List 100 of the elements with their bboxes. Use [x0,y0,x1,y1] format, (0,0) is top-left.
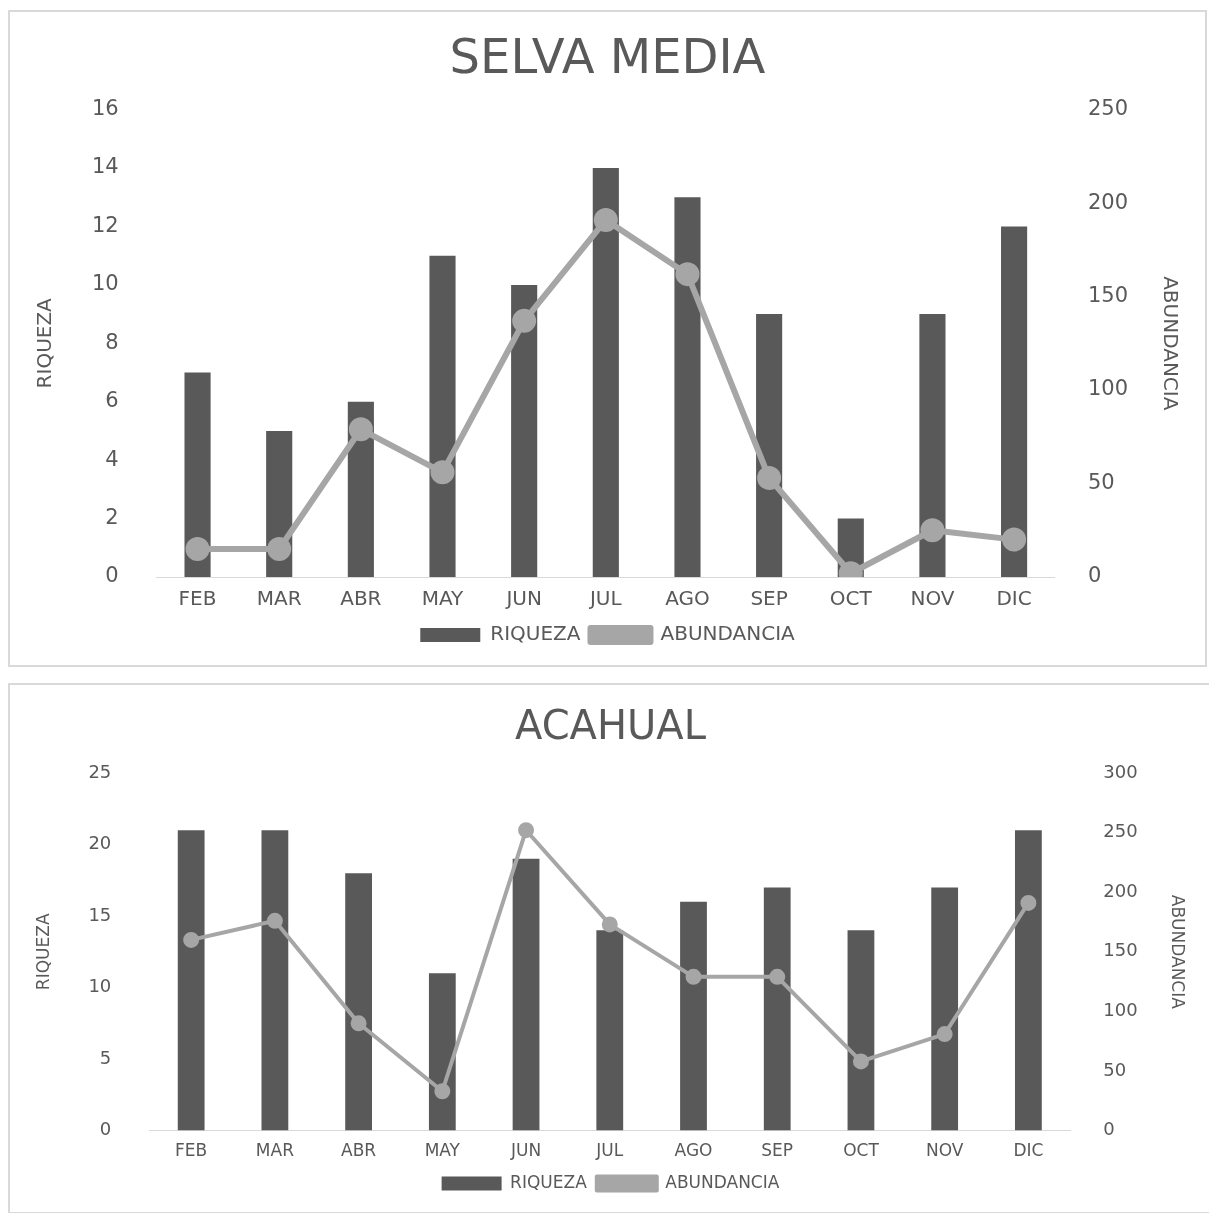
y-tick-label: 5 [99,1046,112,1068]
point [675,262,700,287]
x-tick-label: SEP [761,1140,794,1161]
point [936,1026,953,1043]
bar [428,973,456,1131]
point [266,912,283,929]
point [434,1083,451,1100]
bar [592,168,619,577]
x-tick-label: JUN [504,586,542,611]
y-axis-title: RIQUEZA [32,913,53,991]
point [769,968,786,985]
y-tick-label: 20 [88,832,112,854]
bar [177,830,205,1131]
point [512,308,537,333]
legend-label: ABUNDANCIA [665,1171,780,1192]
point [601,916,618,933]
bar [680,901,707,1131]
x-tick-label: FEB [175,1140,208,1161]
y-tick-label: 10 [91,271,119,296]
y-tick-label: 0 [99,1118,112,1140]
y-tick-label: 6 [105,388,119,413]
y2-tick-label: 150 [1087,283,1129,308]
y2-tick-label: 0 [1103,1118,1115,1140]
point [685,968,702,985]
y2-axis-title: ABUNDANCIA [1158,276,1183,411]
x-tick-label: AGO [665,586,710,611]
x-tick-label: AGO [674,1140,713,1161]
y2-tick-label: 200 [1103,879,1138,901]
y-tick-label: 8 [105,329,119,354]
point [920,518,945,543]
y-tick-label: 12 [91,212,119,237]
y2-tick-label: 100 [1103,999,1138,1021]
y2-tick-label: 150 [1103,939,1138,961]
point [1002,527,1027,552]
x-tick-label: FEB [178,586,217,611]
chart-title: ACAHUAL [515,702,707,749]
y2-axis-title: ABUNDANCIA [1168,894,1189,1010]
y-tick-label: 4 [105,446,119,471]
y-tick-label: 15 [88,903,112,925]
point [518,822,535,839]
point [757,465,782,490]
bar [674,197,701,577]
y2-tick-label: 100 [1087,376,1129,401]
bar [931,887,959,1131]
legend-label: ABUNDANCIA [660,621,796,646]
bar [261,830,289,1131]
y2-tick-label: 250 [1103,820,1138,842]
bar [596,930,624,1131]
bar [184,372,211,577]
y2-tick-label: 250 [1087,96,1129,121]
x-tick-label: MAY [421,586,465,611]
x-tick-label: NOV [910,586,955,611]
y-tick-label: 25 [88,760,112,782]
y-tick-label: 2 [105,505,119,530]
point [1020,894,1037,911]
point [350,1015,367,1032]
point [185,536,210,561]
x-tick-label: SEP [750,586,788,611]
x-tick-label: MAR [255,1140,295,1161]
y-axis-title: RIQUEZA [32,297,57,389]
legend-label: RIQUEZA [490,621,581,646]
y-tick-label: 10 [88,975,112,997]
bar [847,930,875,1131]
bar [756,314,783,577]
y2-tick-label: 300 [1103,760,1138,782]
y-tick-label: 0 [105,563,119,588]
y2-tick-label: 200 [1087,189,1129,214]
x-tick-label: JUL [587,586,623,611]
bar [919,314,946,577]
x-tick-label: ABR [341,1140,377,1161]
x-tick-label: NOV [925,1140,964,1161]
x-tick-label: MAR [256,586,302,611]
bar [429,255,456,577]
x-tick-label: DIC [996,586,1032,611]
x-tick-label: MAY [424,1140,461,1161]
y2-tick-label: 50 [1103,1058,1127,1080]
point [430,460,455,485]
x-tick-label: ABR [340,586,382,611]
bar [1001,226,1028,577]
x-tick-label: DIC [1013,1140,1044,1161]
point [348,417,373,442]
chart-title: SELVA MEDIA [449,28,766,85]
legend-label: RIQUEZA [510,1171,588,1192]
bar [763,887,791,1131]
bar [511,284,538,577]
point [593,207,618,232]
x-tick-label: OCT [829,586,873,611]
y2-tick-label: 0 [1087,563,1102,588]
x-tick-label: OCT [843,1140,880,1161]
x-tick-label: JUN [509,1140,542,1161]
point [183,931,200,948]
x-tick-label: JUL [595,1140,624,1161]
point [852,1053,869,1070]
bar [345,873,372,1131]
y-tick-label: 16 [91,96,119,121]
y-tick-label: 14 [91,154,119,179]
point [267,536,292,561]
bar [512,858,540,1131]
bar [1014,830,1042,1131]
y2-tick-label: 50 [1087,469,1115,494]
